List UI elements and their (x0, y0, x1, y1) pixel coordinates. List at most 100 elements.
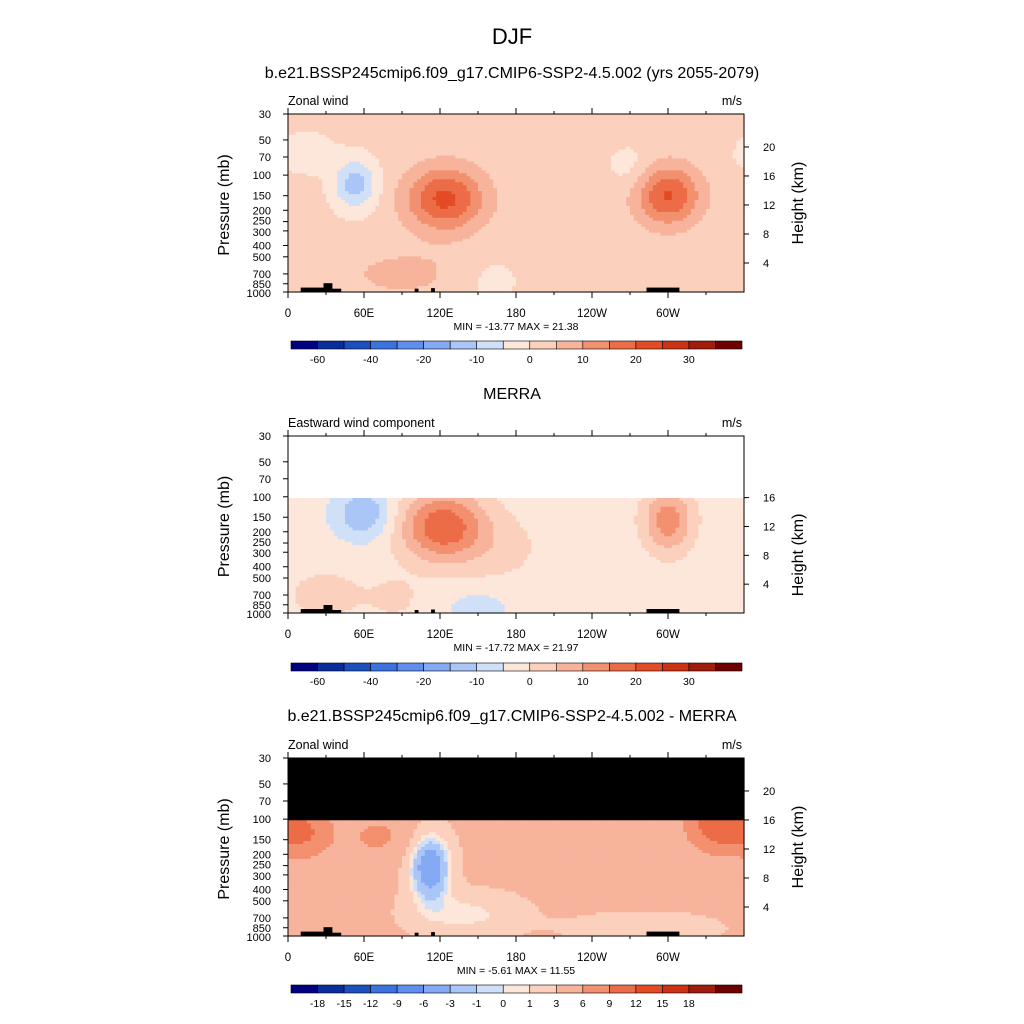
field-cell (307, 131, 312, 136)
field-cell (702, 149, 707, 154)
field-cell (671, 140, 677, 145)
field-cell (584, 140, 589, 145)
field-cell (614, 122, 620, 127)
field-cell (535, 122, 540, 127)
field-cell (405, 155, 411, 160)
field-cell (580, 122, 585, 127)
field-cell (565, 122, 570, 127)
field-cell (721, 143, 726, 148)
field-cell (690, 114, 696, 118)
field-cell (725, 116, 730, 121)
field-cell (447, 140, 452, 145)
field-cell (322, 152, 327, 157)
field-cell (580, 140, 585, 145)
field-cell (694, 146, 699, 151)
field-cell (462, 125, 468, 130)
field-cell (409, 122, 414, 127)
field-cell (709, 116, 715, 121)
field-cell (489, 152, 494, 157)
field-cell (645, 131, 650, 136)
field-cell (383, 143, 388, 148)
field-cell (329, 128, 335, 133)
field-cell (485, 143, 490, 148)
field-cell (546, 128, 551, 133)
field-cell (603, 152, 608, 157)
field-cell (626, 114, 631, 118)
field-cell (679, 140, 684, 145)
field-cell (633, 134, 639, 139)
field-cell (459, 143, 464, 148)
field-cell (725, 152, 730, 157)
field-cell (721, 114, 726, 118)
field-cell (573, 143, 578, 148)
field-cell (690, 143, 696, 148)
field-cell (717, 143, 722, 148)
field-cell (531, 128, 536, 133)
field-cell (671, 125, 677, 130)
field-cell (508, 143, 513, 148)
field-cell (592, 122, 597, 127)
field-cell (459, 122, 464, 127)
field-cell (550, 122, 555, 127)
field-cell (360, 114, 365, 118)
field-cell (687, 146, 692, 151)
field-cell (732, 140, 737, 145)
field-cell (584, 128, 589, 133)
field-cell (364, 116, 369, 121)
field-cell (535, 119, 540, 124)
field-cell (402, 140, 407, 145)
field-cell (565, 114, 570, 118)
field-cell (352, 140, 357, 145)
field-cell (394, 155, 399, 160)
field-cell (428, 149, 433, 154)
field-cell (364, 140, 369, 145)
field-cell (398, 114, 403, 118)
field-cell (341, 122, 346, 127)
field-cell (291, 152, 297, 157)
field-cell (493, 137, 498, 142)
field-cell (561, 149, 566, 154)
field-cell (531, 152, 536, 157)
field-cell (584, 155, 589, 160)
field-cell (398, 143, 403, 148)
field-cell (713, 146, 718, 151)
field-cell (516, 128, 521, 133)
field-cell (291, 146, 297, 151)
field-cell (299, 140, 304, 145)
field-cell (402, 116, 407, 121)
field-cell (345, 128, 350, 133)
field-cell (618, 122, 623, 127)
field-cell (371, 155, 376, 160)
field-cell (550, 155, 555, 160)
field-cell (709, 128, 715, 133)
field-cell (535, 155, 540, 160)
field-cell (459, 131, 464, 136)
field-cell (405, 128, 411, 133)
field-cell (398, 137, 403, 142)
field-cell (576, 116, 582, 121)
field-cell (455, 146, 460, 151)
field-cell (288, 146, 293, 151)
field-cell (694, 152, 699, 157)
field-cell (345, 134, 350, 139)
field-cell (326, 140, 331, 145)
field-cell (554, 116, 559, 121)
field-cell (383, 134, 388, 139)
field-cell (599, 128, 604, 133)
field-cell (428, 131, 433, 136)
field-cell (645, 140, 650, 145)
field-cell (314, 155, 319, 160)
field-cell (732, 149, 737, 154)
field-cell (565, 155, 570, 160)
field-cell (356, 140, 361, 145)
field-cell (649, 149, 654, 154)
field-cell (383, 149, 388, 154)
field-cell (675, 140, 680, 145)
field-cell (288, 122, 293, 127)
field-cell (421, 155, 426, 160)
field-cell (386, 125, 392, 130)
field-cell (573, 116, 578, 121)
field-cell (478, 140, 483, 145)
field-cell (565, 128, 570, 133)
field-cell (455, 119, 460, 124)
